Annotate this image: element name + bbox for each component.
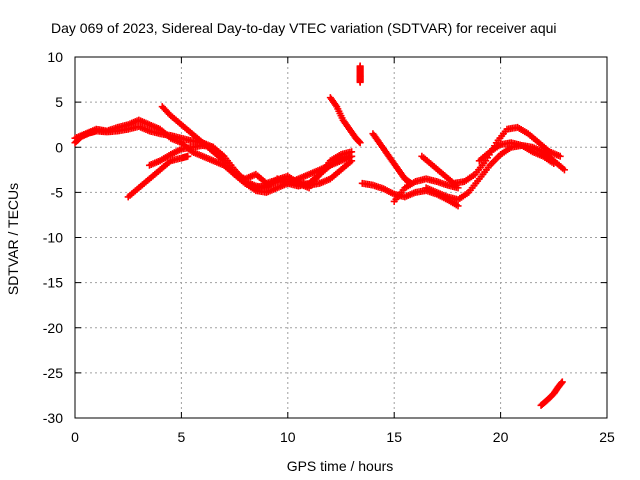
grid-lines (75, 57, 607, 418)
data-point (356, 139, 364, 147)
data-point (454, 202, 462, 210)
data-point (348, 157, 356, 165)
y-tick-label: -30 (43, 410, 63, 426)
series-arc-f (326, 94, 364, 147)
series-arc-m (475, 139, 558, 167)
data-point (332, 101, 340, 109)
tick-labels: 0 5 10 15 20 25 10 5 0 -5 -10 -15 -20 -25 -30 (43, 49, 615, 445)
data-point (556, 152, 564, 160)
x-axis-label: GPS time / hours (287, 458, 394, 474)
x-tick-label: 0 (71, 429, 79, 445)
series-arc-g (356, 62, 364, 86)
y-tick-label: -25 (43, 365, 63, 381)
series-arc-n (537, 378, 566, 409)
data-point (560, 166, 568, 174)
data-point (184, 152, 192, 160)
x-tick-label: 25 (599, 429, 615, 445)
series-arc-c (124, 152, 192, 201)
y-axis-label: SDTVAR / TECUs (5, 183, 21, 295)
x-tick-label: 20 (493, 429, 509, 445)
axes (74, 56, 608, 419)
x-tick-label: 10 (280, 429, 296, 445)
series-arc-h (369, 130, 415, 187)
x-tick-label: 15 (386, 429, 402, 445)
series-arc-k (418, 123, 564, 187)
y-tick-label: 0 (55, 139, 63, 155)
y-tick-label: 10 (47, 49, 63, 65)
plot-frame (74, 56, 608, 419)
y-tick-label: -20 (43, 320, 63, 336)
y-tick-label: 5 (55, 94, 63, 110)
y-tick-label: -15 (43, 275, 63, 291)
data-point (348, 148, 356, 156)
data-points (71, 62, 568, 409)
y-tick-label: -10 (43, 230, 63, 246)
x-tick-label: 5 (178, 429, 186, 445)
data-point (550, 159, 558, 167)
chart-title: Day 069 of 2023, Sidereal Day-to-day VTE… (51, 20, 557, 36)
y-tick-label: -5 (51, 184, 64, 200)
data-point (558, 378, 566, 386)
series-arc-e (158, 103, 356, 192)
data-point (356, 78, 364, 86)
